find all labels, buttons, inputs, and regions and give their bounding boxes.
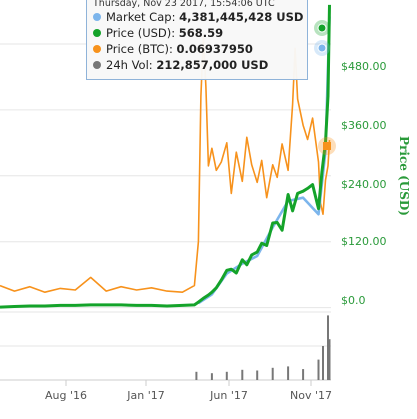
y-tick-label-240: $240.00 xyxy=(341,178,387,191)
tooltip-row-volume: 24h Vol: 212,857,000 USD xyxy=(93,57,301,73)
y-tick-label-360: $360.00 xyxy=(341,119,387,132)
grid xyxy=(0,43,331,309)
volume-bar xyxy=(328,339,331,380)
volume-bar xyxy=(327,315,329,380)
tooltip-value-market-cap: 4,381,445,428 USD xyxy=(179,10,304,24)
volume-bar xyxy=(271,367,274,380)
market-cap-dot-icon xyxy=(93,13,101,21)
price-usd-dot-icon xyxy=(93,29,101,37)
tooltip-value-price-btc: 0.06937950 xyxy=(176,42,253,56)
tooltip-value-price-usd: 568.59 xyxy=(178,26,224,40)
tooltip-row-market-cap: Market Cap: 4,381,445,428 USD xyxy=(93,9,304,25)
volume-dot-icon xyxy=(93,61,101,69)
volume-bar xyxy=(322,346,324,380)
tooltip-label-market-cap: Market Cap: xyxy=(106,10,176,24)
x-tick-label-jan17: Jan '17 xyxy=(126,389,164,402)
volume-bar xyxy=(287,366,290,380)
x-tick-label-aug16: Aug '16 xyxy=(45,389,87,402)
volume-pane xyxy=(0,311,331,381)
volume-bar xyxy=(256,370,259,380)
price-btc-line[interactable] xyxy=(0,34,331,293)
price-btc-marker xyxy=(323,142,331,150)
volume-bar xyxy=(302,369,305,380)
tooltip-row-price-btc: Price (BTC): 0.06937950 xyxy=(93,41,301,57)
volume-bar xyxy=(195,371,198,380)
tooltip-label-volume: 24h Vol: xyxy=(106,58,153,72)
hover-markers xyxy=(314,20,336,155)
tooltip-label-price-btc: Price (BTC): xyxy=(106,42,173,56)
x-axis: Aug '16 Jan '17 Jun '17 Nov '17 xyxy=(45,380,332,402)
volume-bar xyxy=(225,371,228,380)
x-tick-label-nov17: Nov '17 xyxy=(290,389,332,402)
tooltip-label-price-usd: Price (USD): xyxy=(106,26,176,40)
tooltip-date: Thursday, Nov 23 2017, 15:54:06 UTC xyxy=(93,0,275,9)
y-axis-label: Price (USD) xyxy=(397,136,411,216)
price-usd-marker xyxy=(317,23,327,33)
price-btc-dot-icon xyxy=(93,45,101,53)
x-tick-label-jun17: Jun '17 xyxy=(209,389,248,402)
volume-bars xyxy=(195,315,331,380)
tooltip-value-volume: 212,857,000 USD xyxy=(156,58,269,72)
y-tick-label-480: $480.00 xyxy=(341,60,387,73)
price-usd-line[interactable] xyxy=(0,4,331,309)
chart-tooltip: Thursday, Nov 23 2017, 15:54:06 UTC Mark… xyxy=(86,0,308,80)
y-tick-label-120: $120.00 xyxy=(341,235,387,248)
series-layer xyxy=(0,4,331,309)
market-cap-marker xyxy=(317,43,327,53)
y-tick-label-0: $0.0 xyxy=(341,294,366,307)
tooltip-row-price-usd: Price (USD): 568.59 xyxy=(93,25,301,41)
y-axis: $480.00 $360.00 $240.00 $120.00 $0.0 Pri… xyxy=(341,60,411,307)
volume-bar xyxy=(317,359,320,380)
volume-bar xyxy=(241,369,244,380)
volume-bar xyxy=(210,373,213,380)
